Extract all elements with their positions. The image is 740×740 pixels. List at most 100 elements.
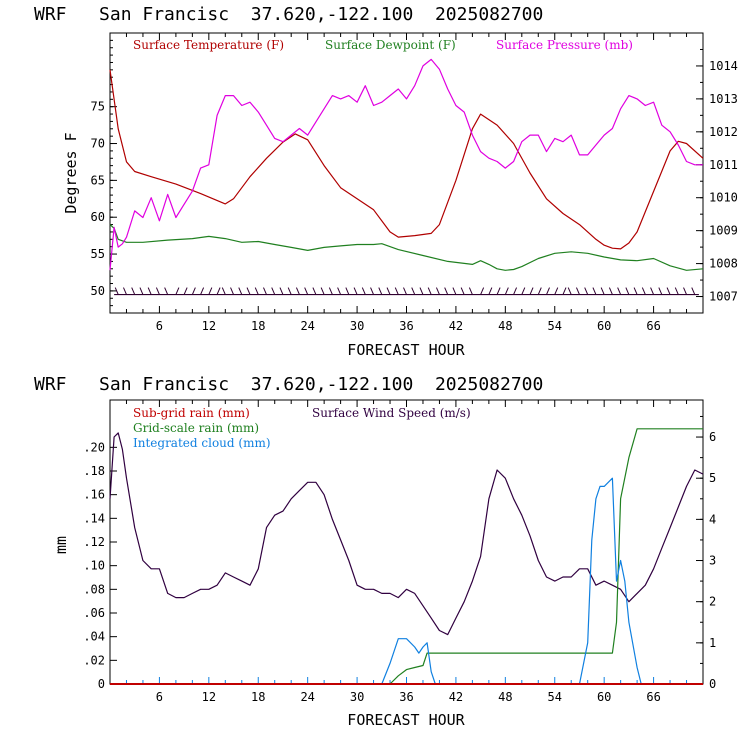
wind-barb [304,287,309,295]
wind-barb [164,287,169,295]
top-x-tick-label: 54 [548,319,562,333]
wind-barb [337,287,342,295]
top-x-tick-label: 12 [202,319,216,333]
bottom-y2-tick-label: 6 [709,430,716,444]
top-y-tick-label: 50 [91,284,105,298]
wind-barb [567,287,572,295]
wind-barb [488,287,493,295]
bottom-y-axis-label: mm [52,536,70,554]
top-y-tick-label: 65 [91,173,105,187]
wind-barb [691,287,696,295]
legend-surface-dewpoint: Surface Dewpoint (F) [325,38,456,52]
wind-barbs [114,287,699,296]
bottom-x-tick-label: 48 [498,690,512,704]
wind-barb [641,287,646,295]
bottom-y-tick-label: .10 [83,559,105,573]
top-y2-tick-label: 1007 [709,290,738,304]
wind-barb [131,287,136,295]
bottom-y2-tick-label: 0 [709,677,716,691]
wind-barb [123,287,127,295]
bottom-chart-title: WRF San Francisc 37.620,-122.100 2025082… [34,374,543,395]
top-x-tick-label: 36 [399,319,413,333]
top-chart-title: WRF San Francisc 37.620,-122.100 2025082… [34,4,543,25]
bottom-series-integrated-cloud-mm [110,477,703,685]
top-x-tick-label: 48 [498,319,512,333]
wind-barb [575,287,580,295]
wind-barb [554,287,559,295]
bottom-y-tick-label: .06 [83,606,105,620]
wind-barb [658,287,663,295]
legend-surface-wind-speed: Surface Wind Speed (m/s) [312,406,471,420]
bottom-x-tick-label: 24 [300,690,314,704]
wind-barb [139,287,144,295]
top-y-tick-label: 70 [91,137,105,151]
bottom-y2-tick-label: 4 [709,512,716,526]
wind-barb [403,287,407,295]
bottom-y-tick-label: .12 [83,535,105,549]
top-x-tick-label: 66 [646,319,660,333]
bottom-y-tick-label: .20 [83,440,105,454]
wind-barb [496,287,501,295]
wind-barb [608,287,613,295]
legend-gridscale-rain: Grid-scale rain (mm) [133,421,259,435]
wind-barb [312,287,317,295]
wind-barb [328,287,333,295]
bottom-x-tick-label: 42 [449,690,463,704]
legend-integrated-cloud: Integrated cloud (mm) [133,436,271,450]
wind-barb [513,287,518,295]
bottom-y-tick-label: .14 [83,511,105,525]
legend-surface-temperature: Surface Temperature (F) [133,38,284,52]
bottom-x-tick-label: 36 [399,690,413,704]
top-y2-tick-label: 1009 [709,224,738,238]
wind-barb [480,287,485,295]
wind-barb [295,287,300,295]
bottom-x-tick-label: 54 [548,690,562,704]
wind-barb [674,287,679,295]
bottom-x-tick-label: 6 [156,690,163,704]
wind-barb [394,287,399,295]
wind-barb [504,287,509,295]
top-x-tick-label: 24 [300,319,314,333]
top-y-axis-label: Degrees F [62,132,80,213]
top-x-tick-label: 42 [449,319,463,333]
bottom-x-tick-label: 60 [597,690,611,704]
bottom-y2-tick-label: 2 [709,595,716,609]
bottom-y-tick-label: .18 [83,464,105,478]
wind-barb [617,287,622,295]
top-series-surface-pressure-mb [109,58,703,271]
wind-barb [221,287,226,295]
wind-barb [271,287,276,295]
wind-barb [353,287,358,295]
wind-barb [361,287,366,295]
wind-barb [625,287,630,295]
bottom-x-tick-label: 18 [251,690,265,704]
wind-barb [460,287,465,295]
wind-barb [370,287,375,295]
wind-barb [666,287,671,295]
top-y-tick-label: 55 [91,247,105,261]
bottom-series-grid-scale-rain-mm [110,428,703,685]
bottom-chart-panel: Sub-grid rain (mm) Surface Wind Speed (m… [52,399,716,729]
top-y-tick-label: 75 [91,100,105,114]
wind-barb [452,287,457,295]
wind-barb [155,287,160,295]
wind-barb [246,287,251,295]
wind-barb [200,287,205,295]
wind-barb [427,287,432,295]
top-y2-tick-label: 1013 [709,92,738,106]
bottom-y-tick-label: .08 [83,582,105,596]
bottom-y-tick-label: .02 [83,653,105,667]
bottom-y2-tick-label: 3 [709,554,716,568]
bottom-y-tick-label: 0 [98,677,105,691]
bottom-series-surface-wind-speed-m-s [109,432,704,636]
top-y2-tick-label: 1008 [709,257,738,271]
top-series-surface-dewpoint-f [109,224,704,271]
wind-barb [263,287,267,295]
top-y-tick-label: 60 [91,210,105,224]
wind-barb [529,287,534,295]
wind-barb [633,287,638,295]
bottom-y-tick-label: .04 [83,630,105,644]
wind-barb [411,287,416,295]
wind-barb [419,287,424,295]
